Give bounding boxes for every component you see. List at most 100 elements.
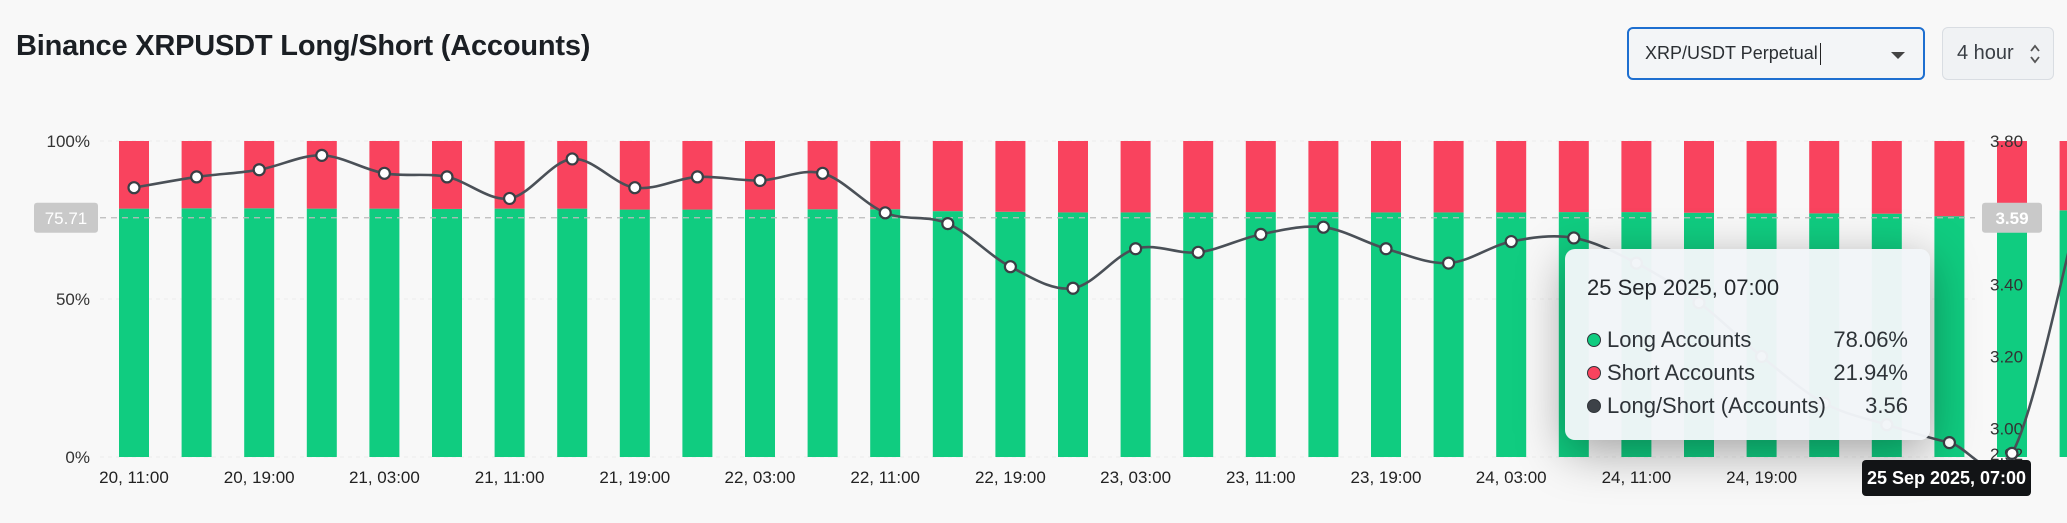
ratio-point	[753, 173, 767, 188]
ratio-point	[815, 166, 830, 180]
long-dot-icon	[1587, 332, 1601, 347]
x-tick-label: 21, 19:00	[599, 468, 670, 487]
short-bar	[1558, 141, 1589, 213]
long-bar	[807, 209, 838, 457]
short-bar	[1684, 141, 1714, 213]
long-bar	[494, 208, 525, 457]
short-dot-icon	[1587, 365, 1601, 380]
long-bar	[745, 209, 775, 457]
short-bar	[995, 141, 1026, 212]
long-bar	[432, 208, 462, 457]
page-title: Binance XRPUSDT Long/Short (Accounts)	[16, 30, 591, 62]
interval-select[interactable]: 4 hour	[1942, 27, 2054, 80]
short-bar	[1058, 141, 1088, 213]
ratio-point	[1254, 227, 1268, 241]
crosshair-left-value: 75.71	[45, 209, 88, 228]
x-tick-label: 24, 11:00	[1602, 468, 1672, 487]
ratio-point	[127, 181, 141, 195]
crosshair-left-badge	[34, 202, 98, 233]
short-bar	[2059, 141, 2067, 211]
tooltip-row-value: 21.94%	[1833, 359, 1908, 385]
long-bar	[1058, 212, 1088, 457]
ratio-point	[941, 216, 955, 231]
chevron-down-icon	[1891, 52, 1905, 59]
long-bar	[682, 209, 713, 457]
y-left-tick-label: 0%	[65, 448, 90, 467]
short-bar	[119, 141, 149, 209]
x-tick-label: 21, 11:00	[475, 468, 545, 487]
long-bar	[557, 208, 588, 457]
interval-select-value: 4 hour	[1957, 42, 2014, 64]
x-tick-label: 21, 03:00	[349, 468, 420, 487]
long-bar	[244, 208, 275, 457]
long-bar	[181, 208, 212, 457]
short-bar	[557, 141, 588, 209]
short-bar	[1934, 141, 1965, 217]
y-right-tick-label: 3.40	[1990, 276, 2023, 295]
x-tick-label: 22, 19:00	[975, 468, 1046, 487]
tooltip-row-label: Long Accounts	[1607, 326, 1752, 352]
ratio-point	[690, 170, 705, 184]
long-bar	[1496, 212, 1527, 457]
long-bar	[932, 211, 963, 457]
short-bar	[1120, 141, 1151, 213]
short-bar	[1809, 141, 1840, 214]
ratio-point	[1191, 245, 1205, 259]
ratio-point	[1942, 436, 1957, 450]
x-tick-label: 22, 11:00	[850, 468, 920, 487]
x-tick-label: 20, 11:00	[99, 468, 169, 487]
crosshair-x-label: 25 Sep 2025, 07:00	[1862, 460, 2031, 496]
short-bar	[932, 141, 963, 212]
ratio-point	[565, 152, 579, 166]
long-bar	[369, 208, 400, 457]
long-bar	[995, 211, 1026, 457]
x-tick-label: 24, 03:00	[1476, 468, 1547, 487]
x-tick-label: 22, 03:00	[725, 468, 796, 487]
short-bar	[1746, 141, 1777, 214]
y-right-tick-label: 3.20	[1990, 347, 2023, 366]
short-bar	[1871, 141, 1902, 214]
tooltip-row-long: Long Accounts 78.06%	[1587, 323, 1908, 356]
y-right-tick-label: 3.80	[1990, 132, 2023, 151]
symbol-select[interactable]: XRP/USDT Perpetual	[1627, 27, 1925, 80]
ratio-point	[503, 191, 517, 206]
short-bar	[870, 141, 901, 210]
x-tick-label: 23, 11:00	[1226, 468, 1296, 487]
y-left-tick-label: 50%	[56, 290, 90, 309]
ratio-point	[315, 148, 329, 162]
ratio-point	[1003, 260, 1018, 274]
crosshair-right-badge	[1982, 202, 2042, 233]
text-cursor	[1819, 42, 1822, 65]
ratio-point	[252, 163, 266, 177]
tooltip-row-short: Short Accounts 21.94%	[1587, 356, 1908, 389]
x-tick-label: 23, 03:00	[1100, 468, 1171, 487]
long-bar	[1245, 212, 1276, 457]
ratio-point	[1379, 242, 1393, 256]
tooltip-row-ratio: Long/Short (Accounts) 3.56	[1587, 389, 1908, 422]
ratio-point	[377, 166, 391, 180]
tooltip-row-label: Short Accounts	[1607, 359, 1755, 385]
ratio-point	[1128, 242, 1143, 256]
short-bar	[1371, 141, 1401, 213]
short-bar	[1245, 141, 1276, 213]
tooltip: 25 Sep 2025, 07:00 Long Accounts 78.06% …	[1565, 249, 1930, 440]
long-bar	[870, 209, 901, 457]
long-bar	[2059, 210, 2067, 457]
ratio-point	[2005, 446, 2019, 461]
tooltip-title: 25 Sep 2025, 07:00	[1587, 275, 1780, 300]
ratio-point	[1504, 234, 1518, 249]
ratio-point	[1567, 231, 1581, 245]
ratio-point	[628, 181, 642, 195]
long-bar	[1997, 217, 2027, 457]
updown-chevron-icon	[2030, 44, 2040, 64]
tooltip-row-value: 78.06%	[1833, 326, 1908, 352]
x-tick-label: 20, 19:00	[224, 468, 295, 487]
short-bar	[1496, 141, 1527, 213]
long-bar	[619, 209, 650, 457]
ratio-point	[440, 170, 454, 184]
x-tick-label: 24, 19:00	[1726, 468, 1797, 487]
short-bar	[1433, 141, 1464, 213]
ratio-point	[1441, 256, 1456, 270]
long-bar	[119, 208, 149, 457]
crosshair-right-value: 3.59	[1995, 209, 2028, 228]
